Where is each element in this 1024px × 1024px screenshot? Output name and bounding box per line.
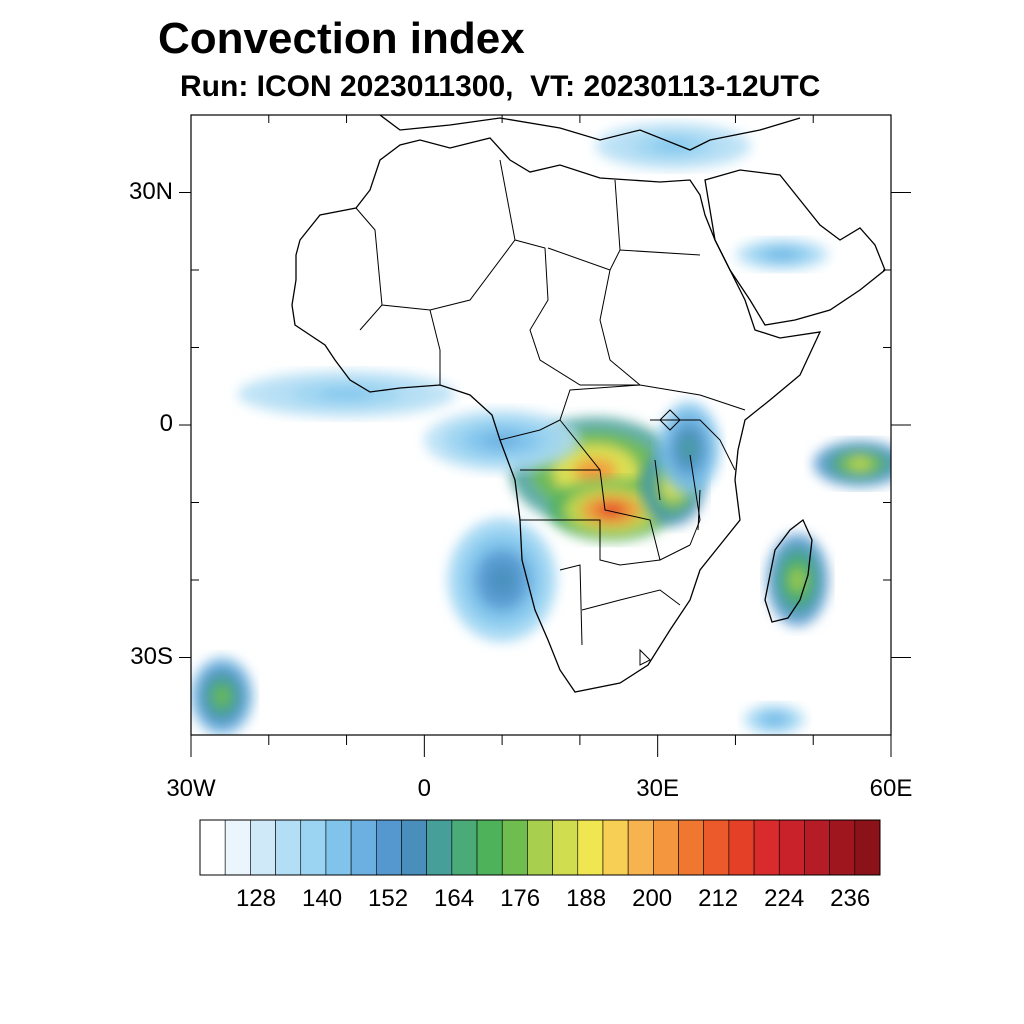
field-sw-band (447, 518, 557, 642)
colorbar-label: 200 (632, 885, 673, 912)
lon-label: 30W (166, 775, 216, 802)
coastlines-and-borders (291, 115, 886, 693)
figure-subtitle: Run: ICON 2023011300, VT: 20230113-12UTC (180, 70, 821, 103)
colorbar-swatch (854, 819, 881, 876)
colorbar-swatch (678, 819, 705, 876)
colorbar-swatch (224, 819, 251, 876)
colorbar-swatch (804, 819, 830, 876)
colorbar-swatch (350, 819, 377, 876)
colorbar-swatch (501, 819, 528, 876)
colorbar-label: 176 (500, 885, 541, 912)
colorbar-swatch (199, 819, 226, 876)
colorbar-frame (199, 819, 881, 876)
colorbar-label: 152 (368, 885, 409, 912)
lon-label: 0 (417, 775, 431, 802)
europe-coastline (379, 115, 801, 151)
colorbar-swatch (577, 819, 604, 876)
colorbar-swatch (602, 819, 629, 876)
colorbar-swatch (476, 819, 503, 876)
lat-label: 0 (159, 410, 173, 437)
colorbar-swatch (527, 819, 553, 876)
colorbar-swatch (753, 819, 780, 876)
field-angola-zambia (548, 479, 674, 542)
colorbar-label: 236 (830, 885, 871, 912)
field-east-africa (657, 401, 720, 495)
axis-ticks (179, 114, 911, 757)
field-gulf-of-guinea (424, 409, 580, 472)
madagascar-coastline (764, 518, 813, 623)
field-arabian-peninsula (735, 239, 829, 270)
colorbar-swatch (250, 819, 276, 876)
colorbar-label: 188 (566, 885, 607, 912)
colorbar-swatch (300, 819, 327, 876)
colorbar-swatch (552, 819, 579, 876)
field-madagascar (766, 533, 829, 627)
colorbar (199, 819, 881, 876)
colorbar-swatch (829, 819, 856, 876)
colorbar-label: 224 (764, 885, 805, 912)
colorbar-label: 164 (434, 885, 475, 912)
colorbar-swatch (653, 819, 679, 876)
field-atlantic-band (237, 370, 456, 418)
colorbar-swatch (325, 819, 352, 876)
colorbar-swatch (627, 819, 654, 876)
colorbar-swatch (426, 819, 453, 876)
colorbar-swatch (451, 819, 478, 876)
lat-label: 30S (130, 642, 173, 670)
colorbar-swatch (703, 819, 730, 876)
colorbar-swatch (275, 819, 302, 876)
lakes (654, 409, 701, 531)
colorbar-swatch (375, 819, 402, 876)
colorbar-swatch (778, 819, 805, 876)
field-indian-ocean (813, 440, 891, 487)
lon-label: 60E (869, 775, 913, 802)
colorbar-label: 212 (698, 885, 739, 912)
lat-label: 30N (128, 177, 173, 205)
colorbar-label: 128 (235, 885, 277, 912)
country-borders (355, 159, 746, 666)
field-mediterranean (595, 122, 751, 170)
field-south-atlantic (191, 657, 254, 735)
field-sw-indian (743, 704, 806, 735)
figure-title: Convection index (158, 14, 525, 63)
africa-coastline (291, 137, 822, 693)
lon-label: 30E (636, 775, 679, 802)
colorbar-label: 140 (302, 885, 343, 912)
colorbar-swatch (401, 819, 427, 876)
colorbar-swatch (728, 819, 755, 876)
